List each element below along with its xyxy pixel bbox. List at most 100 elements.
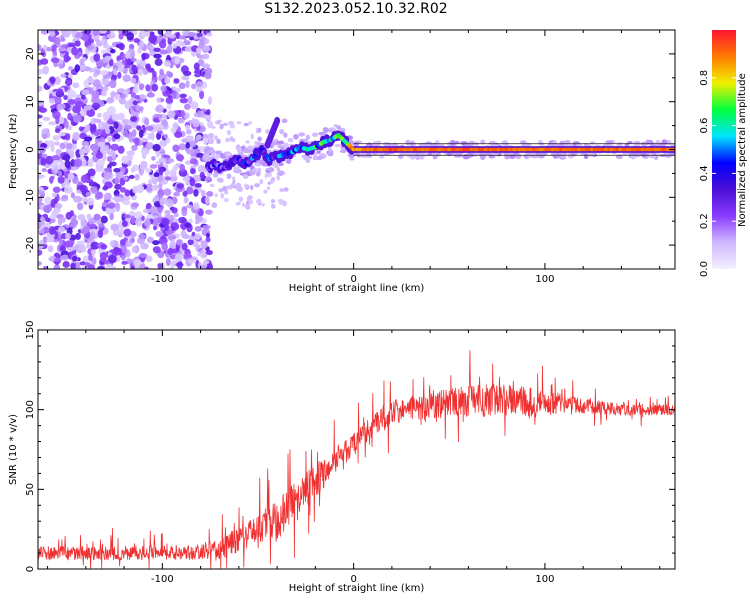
noise-speck [95,128,104,136]
y-tick-label: 100 [25,400,36,419]
noise-speck [59,142,66,150]
figure-title: S132.2023.052.10.32.R02 [264,1,448,17]
noise-speck [186,186,194,195]
noise-speck [57,226,66,233]
noise-speck [205,209,213,215]
noise-speck [216,119,221,125]
noise-speck [156,97,161,104]
noise-speck [87,38,95,44]
noise-speck [131,202,139,208]
noise-speck [167,44,173,54]
noise-speck [226,173,232,180]
noise-speck [113,196,123,203]
trace-halo [273,163,280,169]
noise-speck [216,138,221,144]
noise-speck [140,147,150,156]
noise-speck [117,228,125,235]
noise-speck [95,191,103,199]
noise-speck [198,39,205,49]
noise-speck [38,174,46,179]
noise-speck [135,184,145,194]
noise-speck [256,170,261,175]
snr-ticks: -100 0 100 0 50 100 150 [25,320,675,585]
noise-speck [244,183,248,189]
noise-speck [130,57,137,63]
noise-speck [206,32,213,37]
noise-speck [125,51,130,59]
trace-halo [488,140,497,146]
noise-speck [189,177,196,187]
noise-speck [87,168,96,177]
noise-speck [57,116,65,125]
noise-speck [63,186,73,194]
noise-speck [51,192,58,197]
noise-speck [256,198,262,205]
noise-speck [49,214,56,220]
noise-speck [99,70,109,76]
noise-speck [72,255,78,262]
noise-speck [146,236,154,244]
noise-speck [51,155,61,161]
noise-speck [169,241,178,249]
noise-speck [230,136,234,142]
noise-speck [96,159,105,167]
noise-speck [106,156,113,162]
noise-speck [54,76,61,85]
colorbar-label: Normalized spectral amplitude [737,73,748,227]
noise-speck [172,86,178,91]
noise-speck [235,201,241,206]
noise-speck [50,175,55,180]
noise-speck [153,172,160,178]
noise-speck [219,123,224,130]
trace-halo [249,164,254,170]
noise-speck [44,196,52,205]
noise-speck [206,109,211,116]
noise-speck [67,98,76,105]
noise-speck [151,83,159,92]
spectrogram-x-axis-label: Height of straight line (km) [288,283,425,294]
noise-speck [86,45,95,50]
noise-speck [108,161,117,167]
y-tick-label: 0 [25,146,36,152]
noise-speck [167,36,173,46]
noise-speck [179,97,189,104]
noise-speck [180,230,187,238]
x-tick-label: -100 [151,274,174,285]
noise-speck [115,255,121,263]
noise-speck [67,112,72,121]
noise-speck [183,196,189,204]
noise-speck [155,123,164,132]
noise-speck [93,53,101,62]
noise-speck [88,181,98,187]
snr-series-line [38,350,675,569]
trace-halo [316,150,321,154]
noise-speck [138,129,144,138]
noise-speck [202,45,211,52]
noise-speck [117,64,125,73]
noise-speck [103,170,113,180]
noise-speck [134,137,140,147]
noise-speck [185,80,190,88]
trace-halo [298,132,306,137]
noise-speck [211,202,218,208]
trace-halo [224,154,229,160]
trace-halo [270,141,279,146]
trace-halo [479,154,486,161]
noise-speck [82,245,87,253]
trace-halo [254,162,262,167]
noise-speck [97,229,104,239]
noise-speck [54,141,60,146]
noise-speck [130,78,137,84]
noise-speck [119,92,127,99]
noise-speck [202,153,210,162]
noise-speck [52,186,61,193]
noise-speck [194,233,201,240]
y-tick-label: 20 [25,48,36,61]
noise-speck [42,65,50,75]
noise-speck [152,144,161,152]
noise-speck [139,84,144,91]
noise-speck [62,261,70,268]
noise-speck [249,199,253,205]
noise-speck [173,212,179,218]
noise-speck [189,35,194,41]
